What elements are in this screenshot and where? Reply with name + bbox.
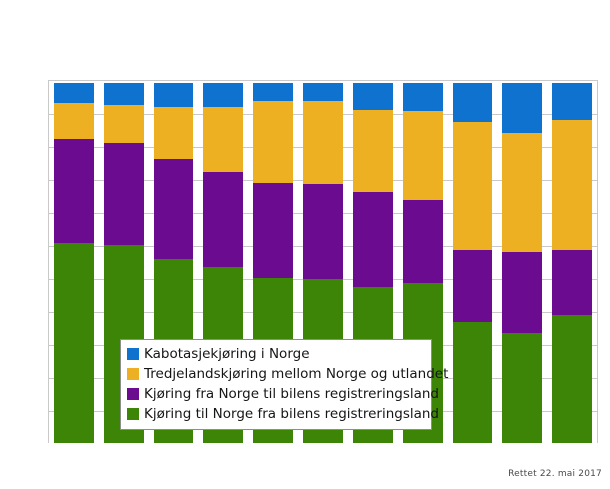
bar-segment[interactable] [402, 199, 443, 283]
legend-item-label: Tredjelandskjøring mellom Norge og utlan… [144, 366, 449, 382]
chart-legend: Kabotasjekjøring i Norge Tredjelandskjør… [120, 339, 448, 430]
legend-swatch-fra-norge-icon [127, 388, 139, 400]
bar-segment[interactable] [253, 100, 294, 183]
legend-item[interactable]: Kjøring til Norge fra bilens registrerin… [127, 404, 439, 424]
bar-segment[interactable] [452, 322, 493, 443]
footer-note: Rettet 22. mai 2017 [508, 469, 602, 479]
bar-segment[interactable] [153, 159, 194, 259]
bar-segment[interactable] [352, 82, 393, 110]
bar-segment[interactable] [153, 107, 194, 160]
bar-group[interactable] [547, 81, 597, 443]
legend-item-label: Kjøring til Norge fra bilens registrerin… [144, 406, 440, 422]
legend-item-label: Kjøring fra Norge til bilens registrerin… [144, 386, 440, 402]
bar-segment[interactable] [452, 83, 493, 123]
bar-segment[interactable] [54, 243, 94, 443]
bar-group[interactable] [497, 81, 547, 443]
bar-segment[interactable] [303, 183, 343, 279]
bar-segment[interactable] [103, 143, 144, 246]
bar-segment[interactable] [54, 82, 94, 103]
bar-group[interactable] [448, 81, 498, 443]
bar-segment[interactable] [303, 100, 343, 184]
bar-segment[interactable] [54, 102, 94, 139]
bar-segment[interactable] [552, 314, 592, 443]
bar-segment[interactable] [452, 250, 493, 323]
bar-segment[interactable] [552, 82, 592, 120]
legend-swatch-til-norge-icon [127, 408, 139, 420]
legend-item[interactable]: Kabotasjekjøring i Norge [127, 344, 425, 364]
bar-segment[interactable] [203, 171, 244, 267]
bar-segment[interactable] [203, 106, 244, 172]
bar-segment[interactable] [552, 249, 592, 315]
bar-segment[interactable] [502, 333, 543, 443]
legend-item-label: Kabotasjekjøring i Norge [144, 346, 310, 362]
bar-segment[interactable] [253, 182, 294, 278]
bar-segment[interactable] [502, 133, 543, 253]
legend-swatch-tredjelandskjoring-icon [127, 368, 139, 380]
legend-swatch-kabotasjekjoring-icon [127, 348, 139, 360]
bar-segment[interactable] [452, 122, 493, 251]
bar-segment[interactable] [552, 119, 592, 250]
bar-segment[interactable] [352, 109, 393, 192]
bar-segment[interactable] [153, 83, 194, 108]
legend-item[interactable]: Tredjelandskjøring mellom Norge og utlan… [127, 364, 448, 384]
bar-segment[interactable] [103, 82, 144, 106]
bar-segment[interactable] [502, 82, 543, 134]
bar-segment[interactable] [54, 138, 94, 243]
bar-segment[interactable] [402, 110, 443, 200]
bar-segment[interactable] [502, 252, 543, 334]
bar-segment[interactable] [352, 191, 393, 287]
bar-segment[interactable] [303, 82, 343, 101]
legend-item[interactable]: Kjøring fra Norge til bilens registrerin… [127, 384, 439, 404]
bar-group[interactable] [49, 81, 99, 443]
bar-segment[interactable] [103, 105, 144, 144]
bar-segment[interactable] [203, 82, 244, 107]
bar-segment[interactable] [253, 82, 294, 101]
bar-segment[interactable] [402, 82, 443, 111]
